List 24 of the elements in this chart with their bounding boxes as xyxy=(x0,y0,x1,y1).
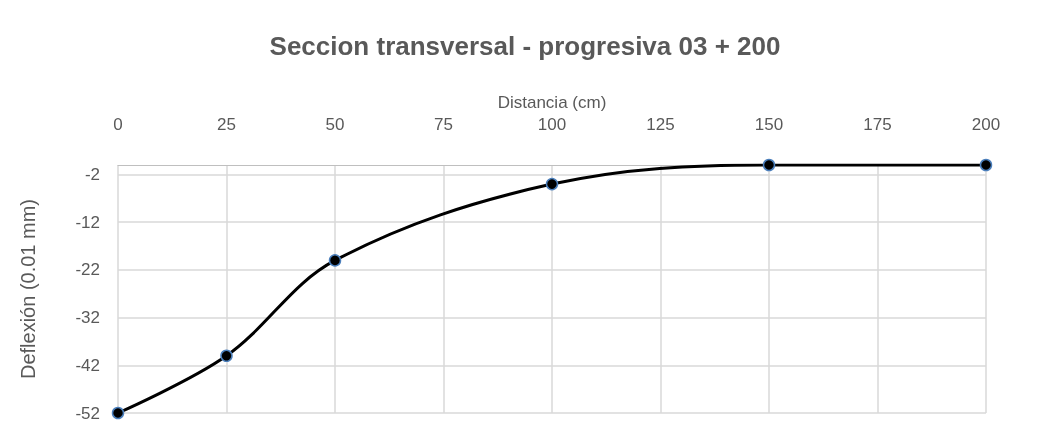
x-tick-label: 75 xyxy=(434,115,453,134)
y-tick-label: -22 xyxy=(75,260,100,280)
y-tick-label: -42 xyxy=(75,355,100,375)
y-axis-title: Deflexión (0.01 mm) xyxy=(17,198,39,380)
x-tick-label: 50 xyxy=(325,115,345,134)
point xyxy=(111,406,125,420)
point xyxy=(979,158,993,172)
point xyxy=(762,158,776,172)
y-tick-label: -12 xyxy=(75,212,100,232)
x-tick-label: 150 xyxy=(754,115,784,134)
point xyxy=(545,177,559,191)
point xyxy=(328,254,342,267)
y-tick-label: -2 xyxy=(84,165,100,185)
x-tick-label: 200 xyxy=(971,115,1001,134)
x-tick-label: 25 xyxy=(217,115,236,134)
x-axis-title: Distancia (cm) xyxy=(497,93,607,113)
x-tick-label: 125 xyxy=(646,115,675,134)
chart-title: Seccion transversal - progresiva 03 + 200 xyxy=(269,31,781,61)
x-tick-label: 175 xyxy=(863,115,892,134)
x-tick-label: 0 xyxy=(113,115,123,134)
point xyxy=(220,349,233,363)
y-tick-label: -52 xyxy=(75,403,100,423)
x-tick-label: 100 xyxy=(537,115,567,134)
y-tick-label: -32 xyxy=(75,308,100,328)
